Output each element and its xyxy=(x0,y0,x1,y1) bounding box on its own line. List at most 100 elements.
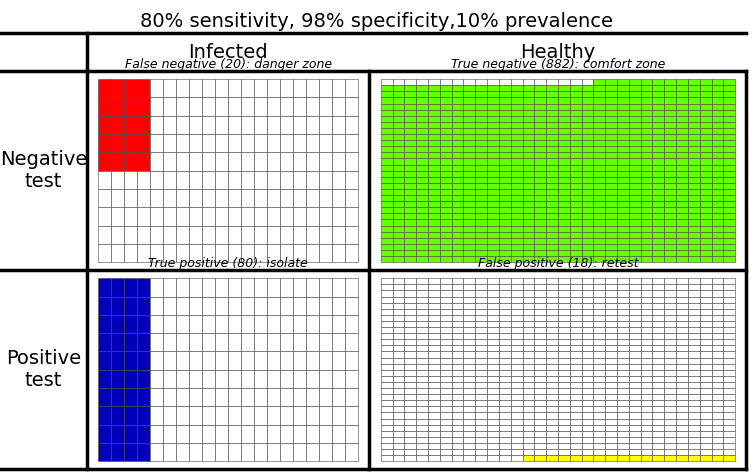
Bar xyxy=(464,297,475,302)
Bar xyxy=(499,431,510,437)
Bar xyxy=(617,226,629,232)
Bar xyxy=(464,158,475,164)
Bar xyxy=(629,164,641,171)
Bar xyxy=(428,376,440,382)
Bar xyxy=(712,327,723,333)
Bar xyxy=(688,109,700,116)
Bar xyxy=(676,333,688,339)
Bar xyxy=(546,79,558,85)
Bar xyxy=(452,346,464,351)
Bar xyxy=(428,291,440,297)
Bar xyxy=(652,189,664,195)
Bar xyxy=(617,437,629,443)
Bar xyxy=(535,109,546,116)
Bar xyxy=(111,79,124,98)
Bar xyxy=(452,278,464,284)
Bar xyxy=(487,302,499,309)
Bar xyxy=(393,158,404,164)
Bar xyxy=(629,425,641,431)
Bar xyxy=(593,171,605,177)
Bar xyxy=(723,79,735,85)
Bar xyxy=(712,171,723,177)
Bar xyxy=(558,183,570,189)
Bar xyxy=(428,394,440,400)
Bar xyxy=(652,431,664,437)
Bar xyxy=(280,226,293,244)
Bar xyxy=(581,219,593,226)
Bar xyxy=(452,91,464,98)
Bar xyxy=(475,400,487,406)
Bar xyxy=(241,134,254,152)
Bar xyxy=(581,164,593,171)
Bar xyxy=(487,309,499,315)
Bar xyxy=(558,278,570,284)
Bar xyxy=(428,400,440,406)
Bar xyxy=(523,244,535,250)
Bar xyxy=(176,297,189,315)
Bar xyxy=(535,412,546,419)
Bar xyxy=(254,152,267,171)
Bar xyxy=(523,158,535,164)
Bar xyxy=(510,85,523,91)
Bar xyxy=(688,431,700,437)
Bar xyxy=(124,351,137,370)
Bar xyxy=(487,455,499,461)
Bar xyxy=(487,226,499,232)
Bar xyxy=(581,284,593,291)
Bar xyxy=(293,315,306,333)
Bar xyxy=(452,164,464,171)
Bar xyxy=(641,351,652,357)
Bar xyxy=(280,79,293,98)
Bar xyxy=(241,189,254,207)
Bar xyxy=(440,449,452,455)
Bar xyxy=(137,116,150,134)
Bar xyxy=(202,333,215,351)
Bar xyxy=(202,226,215,244)
Bar xyxy=(254,171,267,189)
Bar xyxy=(176,226,189,244)
Bar xyxy=(664,244,676,250)
Bar xyxy=(487,412,499,419)
Bar xyxy=(581,370,593,376)
Bar xyxy=(416,394,428,400)
Bar xyxy=(676,158,688,164)
Bar xyxy=(641,297,652,302)
Bar xyxy=(712,278,723,284)
Bar xyxy=(593,302,605,309)
Bar xyxy=(487,364,499,370)
Bar xyxy=(163,278,176,297)
Bar xyxy=(558,425,570,431)
Bar xyxy=(617,146,629,152)
Bar xyxy=(712,238,723,244)
Bar xyxy=(487,195,499,201)
Bar xyxy=(319,425,332,443)
Bar xyxy=(510,164,523,171)
Bar xyxy=(723,284,735,291)
Bar xyxy=(267,79,280,98)
Bar xyxy=(475,146,487,152)
Bar xyxy=(535,171,546,177)
Bar xyxy=(523,419,535,425)
Bar xyxy=(664,201,676,207)
Bar xyxy=(558,357,570,364)
Bar xyxy=(404,388,416,394)
Bar xyxy=(381,201,393,207)
Bar xyxy=(428,171,440,177)
Bar xyxy=(487,116,499,122)
Bar xyxy=(641,321,652,327)
Bar xyxy=(510,394,523,400)
Bar xyxy=(700,103,712,109)
Bar xyxy=(535,339,546,346)
Bar xyxy=(581,171,593,177)
Bar xyxy=(510,346,523,351)
Bar xyxy=(416,315,428,321)
Bar xyxy=(641,278,652,284)
Bar xyxy=(381,103,393,109)
Bar xyxy=(688,189,700,195)
Bar xyxy=(664,146,676,152)
Bar xyxy=(558,339,570,346)
Bar xyxy=(664,152,676,158)
Bar xyxy=(440,85,452,91)
Bar xyxy=(570,232,581,238)
Bar xyxy=(593,122,605,128)
